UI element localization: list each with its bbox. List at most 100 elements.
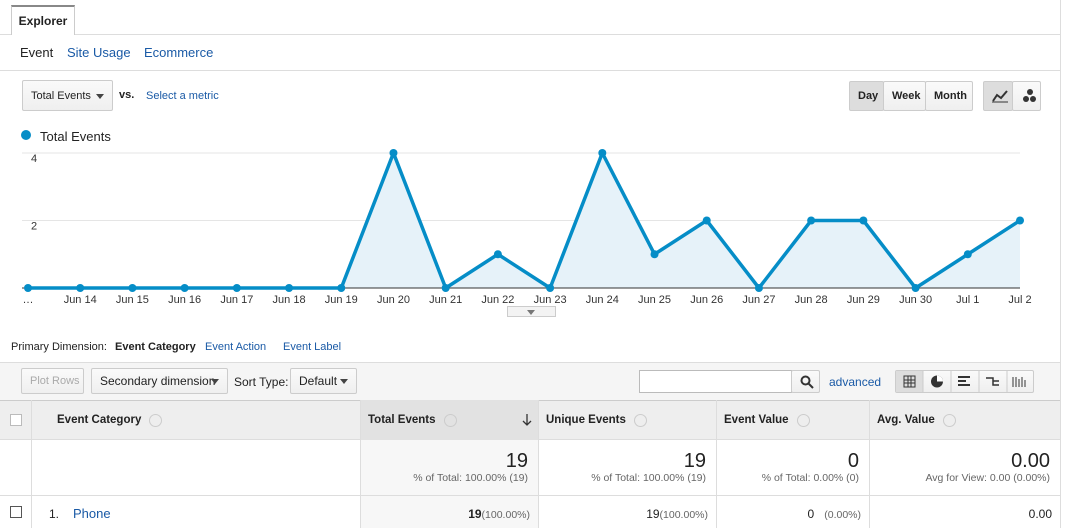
y-tick-label: 2 (31, 221, 37, 233)
x-tick-label: … (23, 294, 34, 306)
nav-link[interactable]: Event (20, 45, 54, 60)
caret (340, 379, 348, 384)
x-tick-label: Jun 16 (168, 294, 201, 306)
icon (992, 90, 1008, 103)
plot-rows-button[interactable]: Plot Rows (21, 368, 84, 394)
line-chart-toggle[interactable] (983, 81, 1013, 111)
point (754, 284, 763, 292)
point (702, 216, 711, 225)
dropdown-label: Default (299, 374, 338, 388)
view-switcher[interactable] (895, 370, 1034, 393)
help-icon[interactable] (149, 413, 163, 427)
x-tick-label: Jul 2 (1008, 294, 1031, 306)
help-icon[interactable] (443, 413, 457, 427)
dropdown-label: Secondary dimension (100, 374, 216, 388)
x-tick-label: Jun 29 (847, 294, 880, 306)
cell-value: 0 (807, 507, 815, 521)
point (24, 284, 32, 292)
col-divider (31, 400, 32, 528)
dimension-option[interactable]: Event Category (115, 341, 196, 353)
column-header[interactable]: Avg. Value (869, 400, 1060, 440)
help-icon[interactable] (633, 413, 647, 427)
total-note: % of Total: 100.00% (19) (591, 472, 706, 484)
period-button[interactable]: Month (925, 81, 973, 111)
sort-arrow (522, 414, 532, 426)
view-icons (896, 371, 1026, 392)
y-tick-label: 4 (31, 153, 37, 165)
secondary-dimension[interactable]: Secondary dimension (91, 368, 228, 394)
row-cell: 19(100.00%) (538, 507, 708, 521)
point (598, 149, 607, 157)
sort-label: Sort Type: (234, 375, 289, 389)
col-divider (716, 400, 717, 528)
point (963, 250, 972, 259)
x-tick-label: Jun 19 (325, 294, 358, 306)
period-button[interactable]: Week (883, 81, 926, 111)
x-tick-label: Jun 22 (481, 294, 514, 306)
col-divider (360, 400, 361, 528)
total-note: % of Total: 100.00% (19) (413, 472, 528, 484)
nav-link[interactable]: Site Usage (67, 45, 131, 60)
col-divider (869, 400, 870, 528)
total-value: 0.00 (1011, 450, 1050, 472)
nav-link[interactable]: Ecommerce (144, 45, 214, 60)
period-button[interactable]: Day (849, 81, 884, 111)
point (650, 250, 659, 259)
point (441, 284, 450, 292)
point (493, 250, 502, 259)
point (389, 149, 398, 157)
help-icon[interactable] (942, 413, 956, 427)
total-note: % of Total: 0.00% (0) (761, 472, 859, 484)
x-tick-label: Jul 1 (956, 294, 979, 306)
point (128, 284, 137, 292)
point (76, 284, 85, 292)
caret (527, 309, 535, 315)
column-header[interactable]: Total Events (360, 400, 538, 440)
dimension-option[interactable]: Event Action (205, 341, 267, 353)
search-input[interactable] (639, 370, 792, 393)
point (1016, 216, 1024, 225)
x-tick-label: Jun 17 (220, 294, 253, 306)
metric-dropdown[interactable]: Total Events (22, 80, 113, 111)
advanced-link[interactable]: advanced (829, 375, 882, 389)
help-icon[interactable] (796, 413, 810, 427)
tab[interactable]: Explorer (11, 5, 75, 35)
point (337, 284, 346, 292)
column-header[interactable]: Event Value (716, 400, 869, 440)
x-tick-label: Jun 15 (116, 294, 149, 306)
dimension-option[interactable]: Event Label (283, 341, 342, 353)
header-label: Avg. Value (877, 414, 935, 426)
point (180, 284, 189, 292)
point (807, 216, 816, 225)
point (285, 284, 294, 292)
line (28, 151, 1021, 290)
point (232, 284, 241, 292)
select-all-checkbox[interactable] (10, 414, 22, 426)
total-value: 19 (505, 450, 528, 472)
caret (211, 379, 219, 384)
search-button[interactable] (791, 370, 820, 393)
point (911, 284, 920, 292)
x-tick-label: Jun 23 (534, 294, 567, 306)
column-header[interactable]: Event Category (49, 400, 360, 440)
chart-resize-handle[interactable] (507, 306, 556, 317)
row-checkbox[interactable] (10, 506, 22, 518)
row-cell: 0.00 (1028, 507, 1052, 521)
column-header[interactable]: Unique Events (538, 400, 716, 440)
icon (800, 375, 814, 389)
x-tick-label: Jun 27 (742, 294, 775, 306)
col-divider (538, 400, 539, 528)
cell-pct: (100.00%) (659, 509, 708, 521)
sort-dropdown[interactable]: Default (290, 368, 357, 394)
x-tick-label: Jun 26 (690, 294, 723, 306)
select-metric[interactable]: Select a metric (146, 90, 219, 102)
dimension-label: Primary Dimension: (11, 341, 107, 353)
header-label: Event Value (724, 414, 789, 426)
row-category[interactable]: Phone (73, 506, 111, 521)
icon (1023, 89, 1036, 102)
header-label: Event Category (57, 414, 142, 426)
motion-chart-toggle[interactable] (1012, 81, 1041, 111)
point (546, 284, 555, 292)
legend-marker (21, 130, 31, 140)
